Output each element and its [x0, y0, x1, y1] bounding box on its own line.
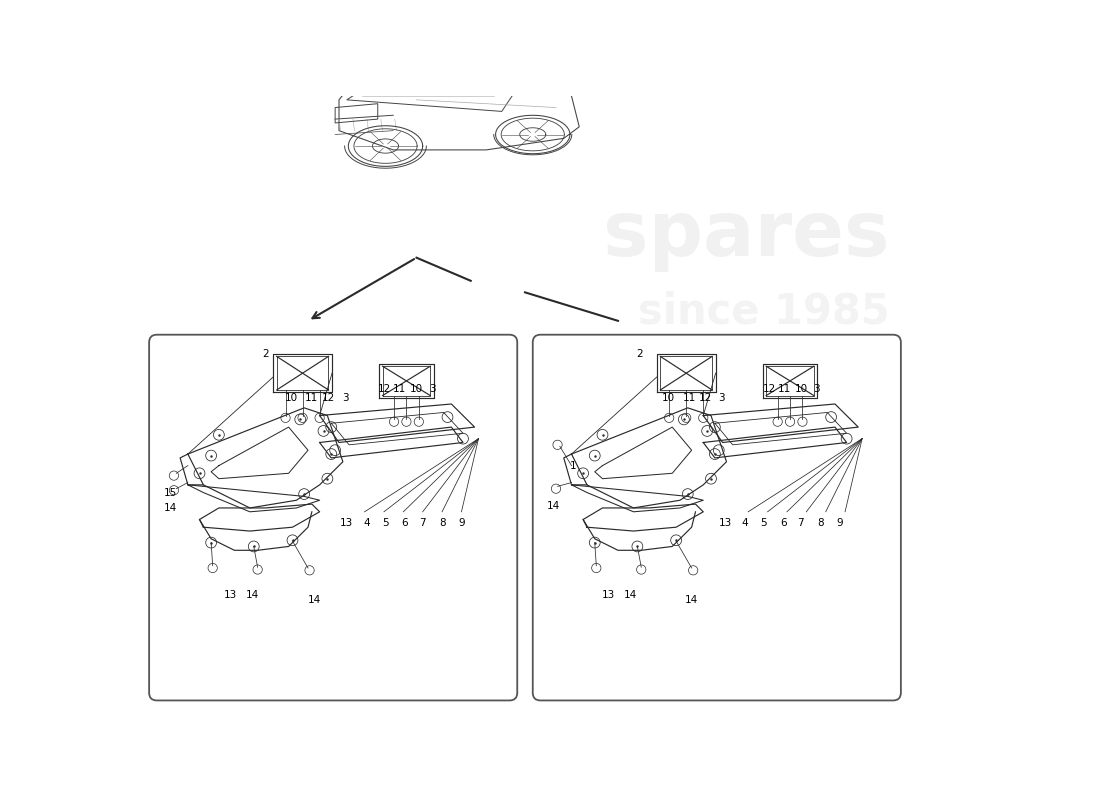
Text: 10: 10 [410, 384, 424, 394]
Text: 4: 4 [364, 518, 371, 528]
Text: 13: 13 [340, 518, 353, 528]
Text: 11: 11 [306, 393, 319, 403]
Text: 8: 8 [439, 518, 446, 528]
Text: 14: 14 [164, 503, 177, 513]
Text: 11: 11 [778, 384, 791, 394]
Text: 12: 12 [698, 393, 712, 403]
Text: 14: 14 [624, 590, 637, 600]
Text: 9: 9 [836, 518, 843, 528]
Text: 8: 8 [817, 518, 824, 528]
Text: 5: 5 [760, 518, 767, 528]
FancyBboxPatch shape [532, 334, 901, 701]
Text: 7: 7 [798, 518, 804, 528]
Text: 4: 4 [741, 518, 748, 528]
Text: 13: 13 [224, 590, 238, 600]
Text: 13: 13 [602, 590, 615, 600]
Text: 14: 14 [245, 590, 258, 600]
Text: 14: 14 [308, 595, 321, 606]
Text: 1: 1 [570, 461, 576, 470]
Text: 3: 3 [813, 384, 820, 394]
Text: 11: 11 [683, 393, 696, 403]
Text: 12: 12 [377, 384, 390, 394]
Text: 2: 2 [262, 349, 268, 359]
Text: 10: 10 [794, 384, 807, 394]
Text: spares: spares [603, 198, 889, 272]
Text: 12: 12 [322, 393, 335, 403]
Text: 11: 11 [393, 384, 406, 394]
Text: 3: 3 [718, 393, 725, 403]
Text: 10: 10 [662, 393, 675, 403]
Text: 6: 6 [402, 518, 408, 528]
Text: 6: 6 [780, 518, 786, 528]
Text: 7: 7 [419, 518, 426, 528]
Text: 9: 9 [458, 518, 465, 528]
Text: 2: 2 [637, 349, 644, 359]
Text: 3: 3 [342, 393, 349, 403]
Text: 15: 15 [164, 487, 177, 498]
Text: 10: 10 [285, 393, 297, 403]
Text: 14: 14 [547, 501, 560, 510]
Text: 14: 14 [685, 595, 698, 606]
Text: 13: 13 [718, 518, 732, 528]
Text: a passion for parts since 1985: a passion for parts since 1985 [606, 426, 832, 567]
Text: since 1985: since 1985 [638, 290, 889, 333]
Text: 12: 12 [762, 384, 776, 394]
Text: 3: 3 [429, 384, 436, 394]
FancyBboxPatch shape [150, 334, 517, 701]
Text: 5: 5 [382, 518, 388, 528]
